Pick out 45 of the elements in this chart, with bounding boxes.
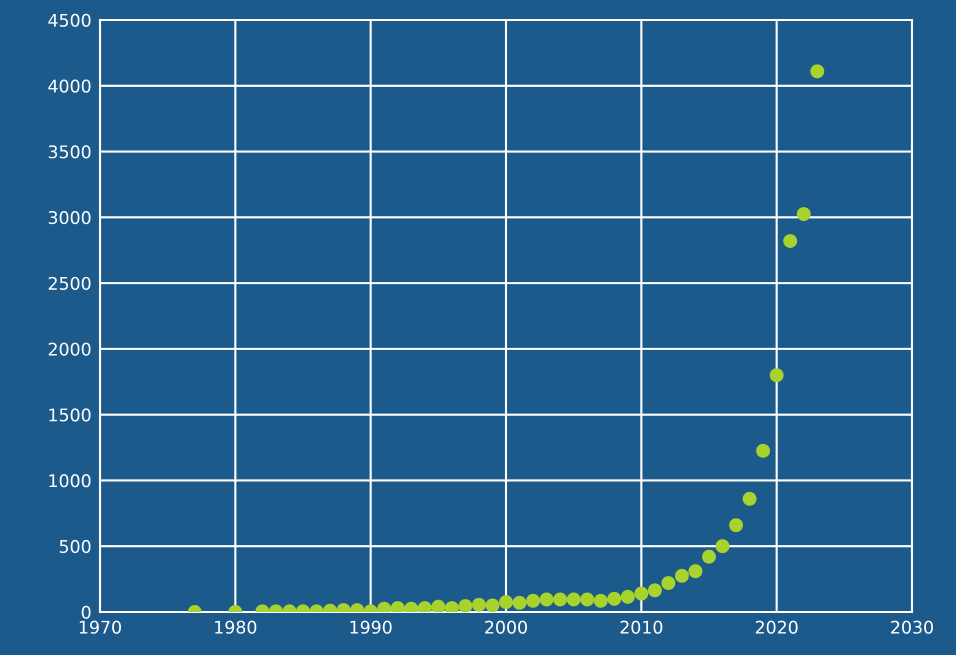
point xyxy=(688,564,702,578)
point xyxy=(674,568,689,583)
point xyxy=(810,64,824,78)
point xyxy=(566,592,581,606)
point xyxy=(729,518,744,532)
point xyxy=(512,596,526,610)
point xyxy=(756,444,770,458)
x-tick-label: 1970 xyxy=(80,620,121,634)
x-tick-label: 1990 xyxy=(350,620,392,634)
point xyxy=(634,586,648,601)
point xyxy=(472,598,486,612)
point xyxy=(553,592,568,606)
x-tick-label: 2020 xyxy=(756,620,798,634)
point xyxy=(661,576,676,590)
x-tick-label: 2030 xyxy=(891,620,933,634)
point xyxy=(607,592,622,606)
point xyxy=(742,492,757,506)
point xyxy=(458,599,472,612)
point xyxy=(431,600,446,612)
y-tick-label: 1500 xyxy=(49,408,91,422)
y-tick-label: 4000 xyxy=(48,79,91,93)
y-tick-label: 2500 xyxy=(48,276,91,290)
point xyxy=(486,598,500,612)
y-tick-label: 1000 xyxy=(49,474,91,488)
y-tick-label: 4500 xyxy=(48,14,91,27)
point xyxy=(648,583,662,598)
point xyxy=(594,594,608,608)
y-tick-label: 3500 xyxy=(48,145,91,158)
x-tick-label: 1980 xyxy=(215,620,256,634)
point xyxy=(499,595,513,610)
y-tick-label: 0 xyxy=(82,606,91,619)
point xyxy=(580,592,594,606)
y-tick-label: 3000 xyxy=(48,211,91,224)
point xyxy=(783,234,798,248)
y-tick-label: 500 xyxy=(60,540,91,554)
x-tick-label: 2010 xyxy=(620,620,662,634)
point xyxy=(716,539,730,554)
x-tick-label: 2000 xyxy=(485,620,527,634)
point xyxy=(526,594,540,608)
point xyxy=(540,592,554,606)
point xyxy=(702,550,716,564)
point xyxy=(620,590,635,604)
point xyxy=(796,207,811,221)
y-tick-label: 2000 xyxy=(48,342,91,356)
point xyxy=(770,368,784,382)
